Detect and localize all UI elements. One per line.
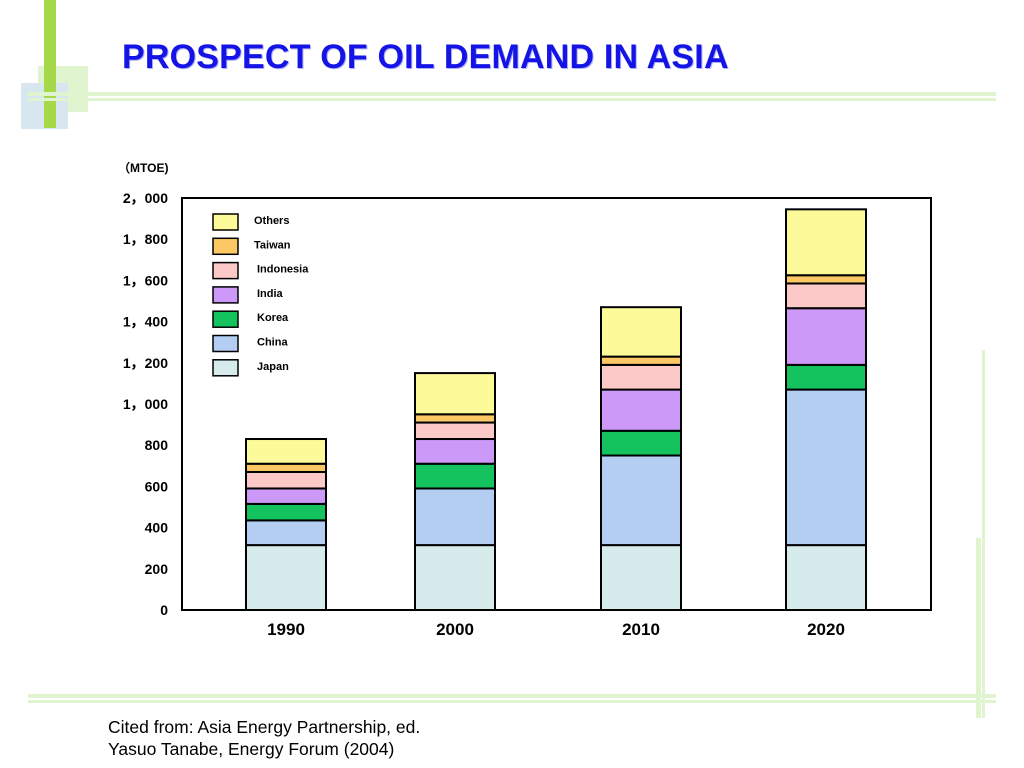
legend-label-taiwan: Taiwan — [254, 239, 291, 251]
legend-swatch-others — [212, 213, 239, 231]
bar-segment-taiwan-2010 — [600, 355, 682, 366]
x-tick-label-2010: 2010 — [622, 620, 660, 639]
legend-swatch-korea — [212, 310, 239, 328]
decor-bottom-line — [28, 694, 996, 698]
bar-segment-japan-2010 — [600, 544, 682, 611]
slide-title: PROSPECT OF OIL DEMAND IN ASIA — [122, 38, 729, 76]
bar-segment-others-2010 — [600, 306, 682, 358]
x-tick-label-2000: 2000 — [436, 620, 474, 639]
y-tick-label: 1，000 — [123, 396, 168, 412]
bar-segment-india-2010 — [600, 388, 682, 432]
unit-label: （MTOE) — [118, 160, 168, 175]
bar-segment-korea-2020 — [785, 363, 867, 391]
y-tick-label: 1，400 — [123, 314, 168, 330]
bar-segment-indonesia-2000 — [414, 421, 496, 441]
legend-label-indonesia: Indonesia — [257, 264, 309, 276]
y-tick-label: 800 — [145, 437, 169, 453]
caption-line-1: Cited from: Asia Energy Partnership, ed. — [108, 717, 421, 737]
y-tick-label: 2，000 — [123, 190, 168, 206]
bar-segment-indonesia-2010 — [600, 363, 682, 391]
source-caption: Cited from: Asia Energy Partnership, ed.… — [108, 716, 420, 760]
legend-label-india: India — [257, 288, 284, 300]
legend-swatch-taiwan — [212, 237, 239, 256]
x-tick-label-1990: 1990 — [267, 620, 305, 639]
bar-segment-india-2000 — [414, 438, 496, 465]
legend-swatch-indonesia — [212, 261, 239, 280]
decor-right-line — [982, 350, 985, 718]
legend-label-korea: Korea — [257, 312, 289, 324]
bar-segment-taiwan-2020 — [785, 274, 867, 285]
y-tick-label: 1，800 — [123, 231, 168, 247]
decor-vertical-bar — [44, 0, 56, 128]
bar-segment-china-2020 — [785, 388, 867, 547]
y-tick-label: 200 — [145, 561, 169, 577]
legend-swatch-china — [212, 334, 239, 353]
legend-label-china: China — [257, 337, 288, 349]
legend-label-japan: Japan — [257, 361, 289, 373]
bar-segment-india-2020 — [785, 307, 867, 366]
bar-segment-japan-2000 — [414, 544, 496, 611]
bar-segment-taiwan-2000 — [414, 413, 496, 424]
caption-line-2: Yasuo Tanabe, Energy Forum (2004) — [108, 739, 395, 759]
bar-segment-korea-1990 — [245, 502, 327, 522]
bar-segment-korea-2000 — [414, 462, 496, 490]
bar-segment-korea-2010 — [600, 429, 682, 457]
bar-segment-india-1990 — [245, 487, 327, 505]
legend-label-others: Others — [254, 215, 289, 227]
decor-top-line-2 — [28, 98, 996, 101]
y-tick-label: 600 — [145, 478, 169, 494]
legend-swatch-india — [212, 286, 239, 304]
bar-segment-taiwan-1990 — [245, 462, 327, 473]
bar-segment-others-2020 — [785, 208, 867, 277]
y-tick-label: 400 — [145, 520, 169, 536]
decor-right-bar — [976, 538, 981, 718]
y-tick-label: 1，600 — [123, 272, 168, 288]
bar-segment-others-1990 — [245, 438, 327, 465]
legend-swatch-japan — [212, 359, 239, 377]
y-tick-label: 1，200 — [123, 355, 168, 371]
bar-segment-china-1990 — [245, 519, 327, 547]
y-tick-label: 0 — [160, 602, 168, 618]
bar-segment-china-2010 — [600, 454, 682, 547]
plot-area-frame — [181, 197, 932, 611]
decor-bottom-line-2 — [28, 700, 996, 703]
bar-segment-japan-1990 — [245, 544, 327, 611]
bar-segment-others-2000 — [414, 372, 496, 416]
x-tick-label-2020: 2020 — [807, 620, 845, 639]
bar-segment-indonesia-2020 — [785, 282, 867, 310]
bar-segment-china-2000 — [414, 487, 496, 547]
bar-segment-japan-2020 — [785, 544, 867, 611]
decor-top-line — [28, 92, 996, 96]
bar-segment-indonesia-1990 — [245, 470, 327, 490]
